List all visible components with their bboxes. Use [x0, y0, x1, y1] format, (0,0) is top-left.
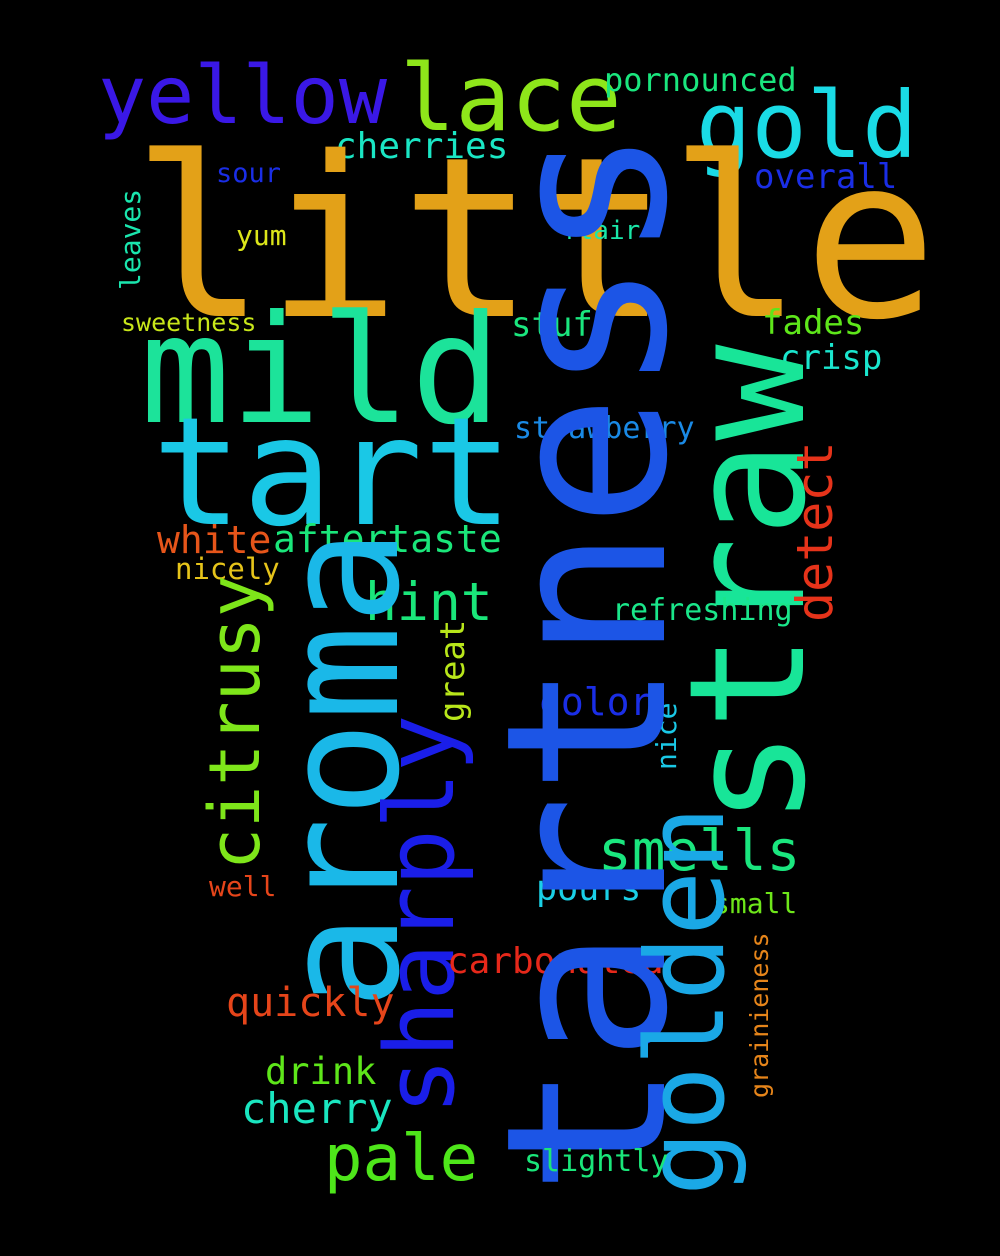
word-yellow: yellow	[98, 49, 387, 142]
word-color: color	[538, 680, 653, 724]
word-nicely: nicely	[175, 552, 280, 586]
word-little: little	[132, 109, 938, 369]
word-cherry: cherry	[241, 1084, 393, 1133]
word-pours: pours	[536, 869, 642, 909]
word-drink: drink	[265, 1050, 377, 1093]
word-tart: tart	[152, 386, 514, 560]
word-well: well	[209, 870, 277, 903]
word-quickly: quickly	[226, 980, 395, 1026]
word-stuff: stuff	[511, 305, 614, 345]
word-aftertaste: aftertaste	[273, 517, 502, 561]
word-carbonated: carbonated	[447, 941, 664, 982]
word-leaves: leaves	[114, 188, 147, 290]
word-fades: fades	[762, 303, 865, 343]
word-grainieness: grainieness	[745, 932, 774, 1098]
word-gold: gold	[696, 72, 918, 179]
word-pale: pale	[324, 1122, 479, 1196]
word-crisp: crisp	[780, 338, 883, 378]
word-hint: hint	[365, 572, 493, 633]
word-refreshing: refreshing	[612, 593, 793, 628]
word-small: small	[713, 887, 798, 920]
word-cherries: cherries	[335, 126, 509, 167]
word-mild: mild	[140, 284, 502, 458]
word-golden: golden	[624, 805, 749, 1196]
word-white: white	[157, 518, 272, 562]
word-yum: yum	[236, 219, 287, 252]
word-flair: flair	[562, 216, 641, 246]
word-strawberry: strawberry	[514, 411, 695, 446]
word-sour: sour	[216, 158, 282, 189]
word-smells: smells	[598, 819, 801, 884]
word-sharply: sharply	[366, 714, 476, 1115]
word-pornounced: pornounced	[604, 61, 797, 99]
word-detect: detect	[786, 441, 844, 622]
word-slightly: slightly	[524, 1144, 669, 1179]
word-lace: lace	[400, 45, 622, 152]
word-overall: overall	[754, 157, 898, 197]
word-sweetness: sweetness	[121, 308, 257, 337]
